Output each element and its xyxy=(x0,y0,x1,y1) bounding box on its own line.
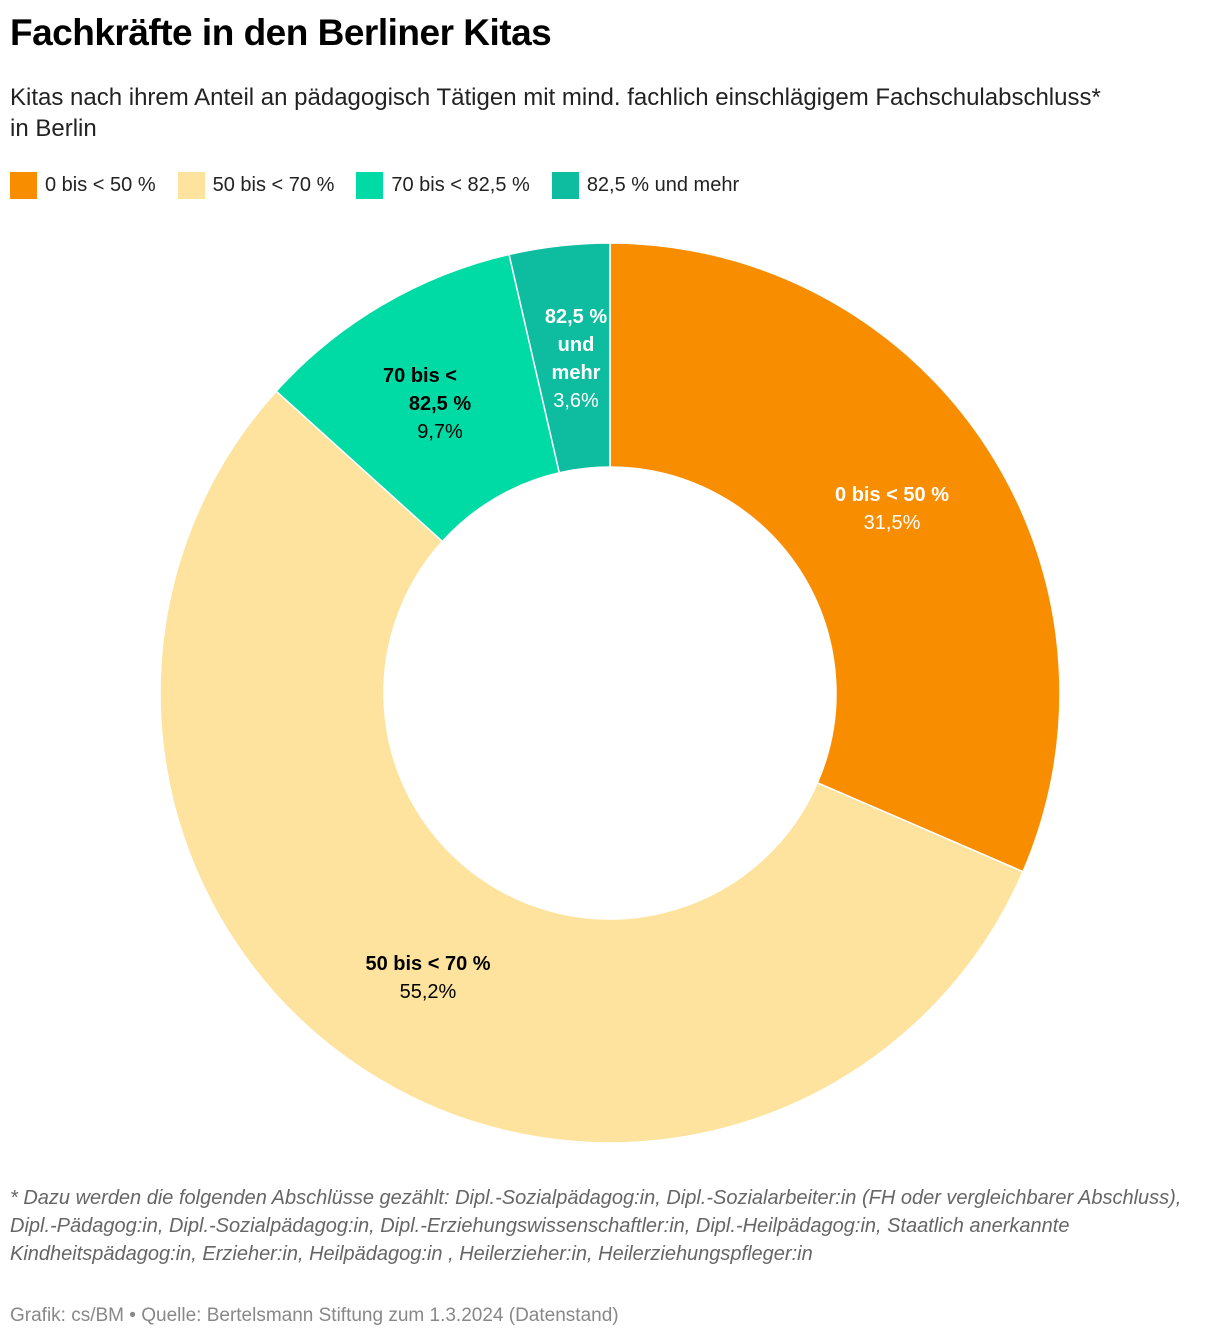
donut-slice xyxy=(159,390,1024,1144)
legend-label: 70 bis < 82,5 % xyxy=(391,174,530,196)
source-credit: Grafik: cs/BM • Quelle: Bertelsmann Stif… xyxy=(10,1305,619,1326)
legend-item-50-70: 50 bis < 70 % xyxy=(177,172,335,199)
legend-item-70-825: 70 bis < 82,5 % xyxy=(356,172,530,199)
legend-item-825-plus: 82,5 % und mehr xyxy=(551,172,740,199)
donut-slice xyxy=(609,242,1061,873)
donut-slice xyxy=(275,253,561,543)
slice-label-50-70: 50 bis < 70 % 55,2% xyxy=(365,953,491,1003)
footnote: * Dazu werden die folgenden Abschlüsse g… xyxy=(10,1187,1182,1265)
donut-chart xyxy=(159,242,1061,1144)
legend-swatch-green xyxy=(356,172,384,199)
legend-label: 50 bis < 70 % xyxy=(212,174,335,196)
legend-swatch-yellow xyxy=(177,172,205,199)
donut-slice xyxy=(508,242,611,474)
legend: 0 bis < 50 % 50 bis < 70 % 70 bis < 82,5… xyxy=(10,172,739,199)
chart-title: Fachkräfte in den Berliner Kitas xyxy=(10,12,552,53)
legend-swatch-orange xyxy=(10,172,37,199)
legend-label: 82,5 % und mehr xyxy=(586,174,740,196)
legend-label: 0 bis < 50 % xyxy=(45,174,156,196)
chart-subtitle: Kitas nach ihrem Anteil an pädagogisch T… xyxy=(10,84,1101,142)
slice-label-825-plus: 82,5 % und mehr 3,6% xyxy=(544,306,608,412)
donut-slices xyxy=(159,242,1061,1144)
legend-item-0-50: 0 bis < 50 % xyxy=(10,172,156,199)
legend-swatch-teal xyxy=(551,172,579,199)
slice-label-0-50: 0 bis < 50 % 31,5% xyxy=(835,484,949,534)
slice-label-70-825: 70 bis < 82,5 % 9,7% xyxy=(383,365,472,443)
